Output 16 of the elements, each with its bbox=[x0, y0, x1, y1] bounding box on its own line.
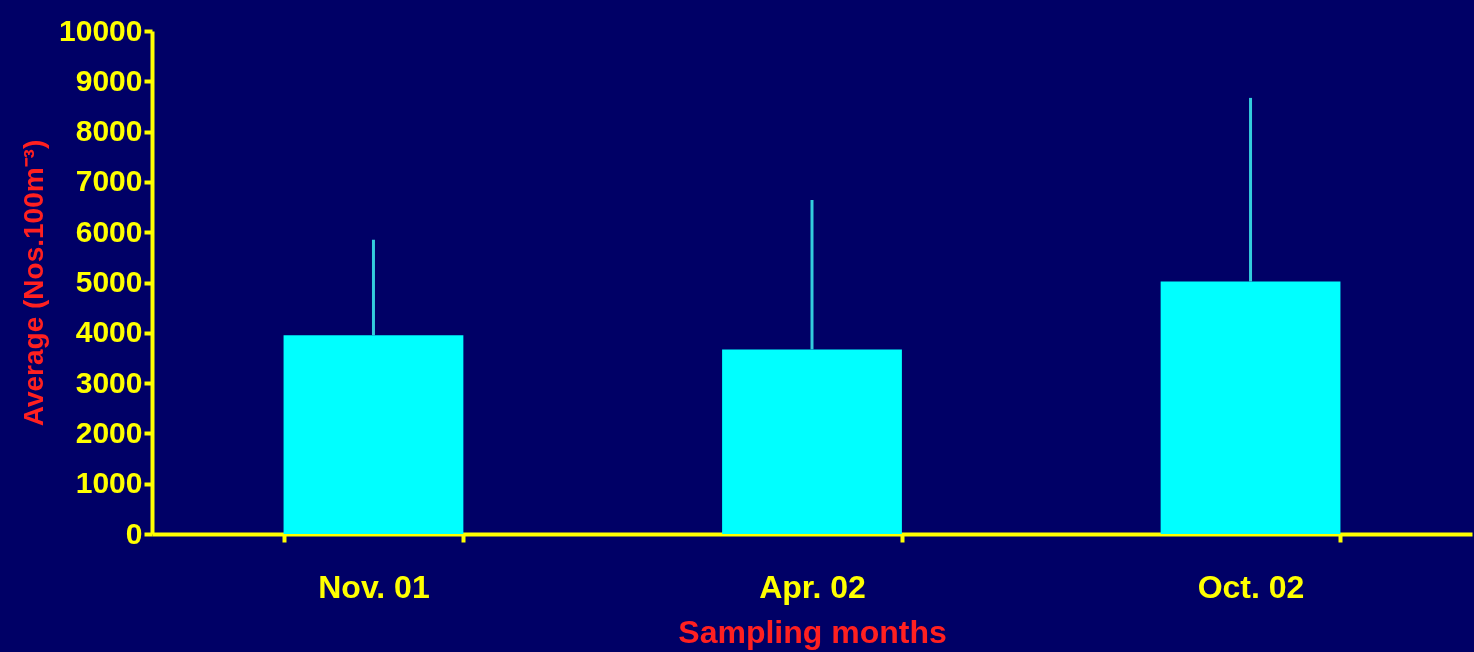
y-tick-label: 4000 bbox=[75, 315, 143, 349]
y-tick-label: 8000 bbox=[75, 114, 143, 148]
y-tick-label: 0 bbox=[125, 516, 143, 550]
y-tick-label: 1000 bbox=[75, 466, 143, 500]
x-axis-title: Sampling months bbox=[678, 613, 947, 650]
x-tick-label: Nov. 01 bbox=[318, 568, 430, 605]
y-tick-label: 5000 bbox=[75, 265, 143, 298]
y-tick-label: 6000 bbox=[75, 214, 143, 248]
y-tick-label: 3000 bbox=[75, 365, 143, 399]
x-tick-label: Apr. 02 bbox=[759, 568, 866, 605]
y-tick-label: 10000 bbox=[59, 13, 143, 47]
y-tick-label: 9000 bbox=[75, 63, 143, 97]
y-tick-label: 2000 bbox=[75, 415, 143, 449]
y-tick-label: 7000 bbox=[75, 164, 143, 198]
y-axis-title: Average (Nos.100m⁻³) bbox=[18, 139, 50, 427]
x-tick-label: Oct. 02 bbox=[1197, 568, 1305, 605]
